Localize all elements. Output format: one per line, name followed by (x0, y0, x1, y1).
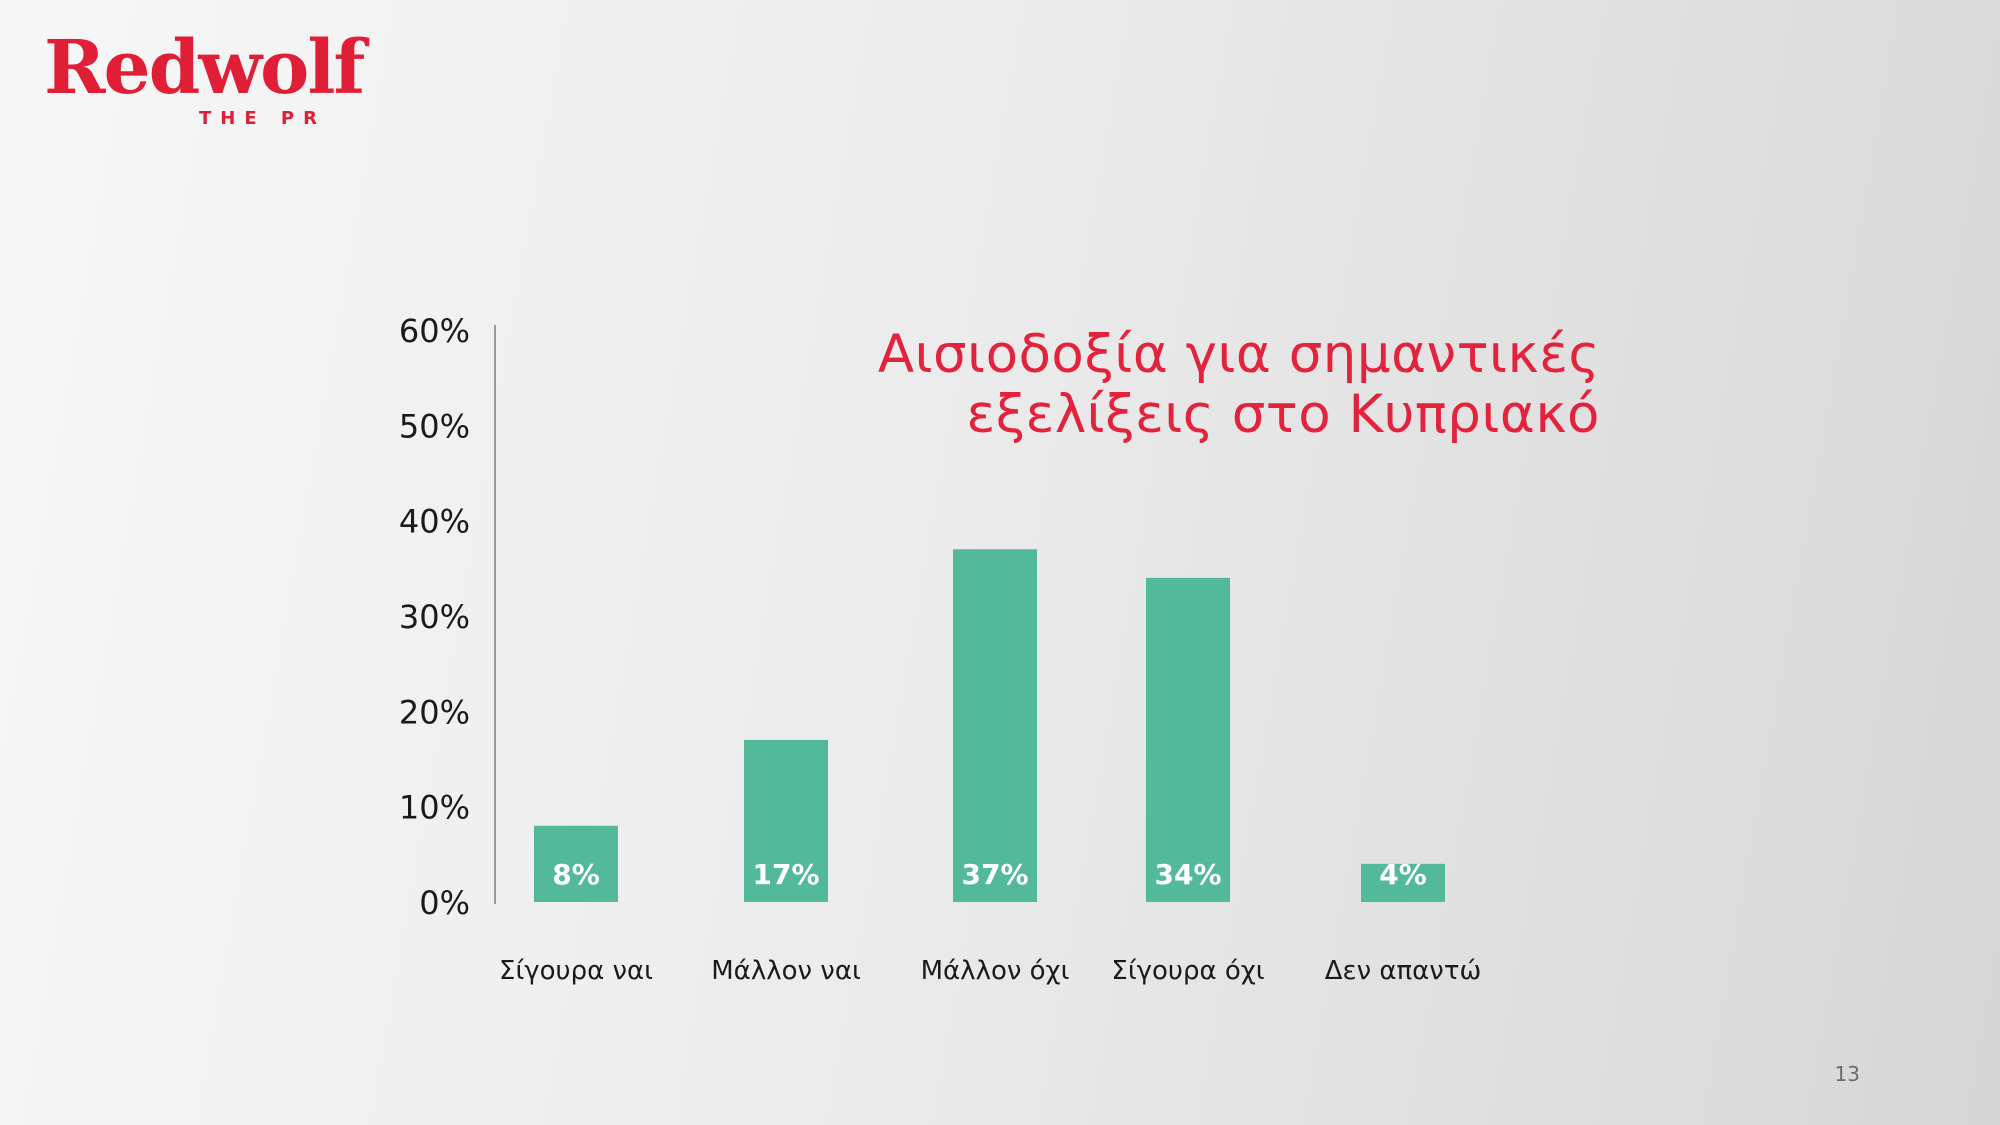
x-category-label: Σίγουρα ναι (499, 956, 653, 986)
bar (1146, 577, 1230, 902)
bar (1361, 863, 1445, 902)
y-tick-label: 10% (399, 789, 470, 827)
bar (953, 549, 1037, 902)
x-category-label: Μάλλον ναι (711, 956, 861, 986)
y-tick-label: 0% (419, 884, 470, 922)
logo-wordmark: Redwolf (44, 25, 365, 111)
bar-data-label: 8% (552, 858, 600, 891)
logo-tagline: THE PR (199, 108, 326, 129)
x-category-label: Σίγουρα όχι (1111, 956, 1264, 986)
page-number: 13 (1834, 1062, 1860, 1086)
redwolf-logo: Redwolf THE PR (44, 22, 365, 132)
bar (744, 739, 828, 902)
y-tick-label: 30% (399, 598, 470, 636)
y-tick-label: 40% (399, 503, 470, 541)
y-tick-label: 60% (399, 312, 470, 350)
y-tick-label: 20% (399, 693, 470, 731)
bar-data-label: 4% (1379, 858, 1427, 891)
y-tick-label: 50% (399, 407, 470, 445)
bar-data-label: 17% (752, 858, 819, 891)
chart-title-line-2: εξελίξεις στο Κυπριακό (966, 384, 1600, 445)
bar-data-label: 34% (1154, 858, 1221, 891)
chart-title-line-1: Αισιοδοξία για σημαντικές (877, 324, 1600, 385)
bar (534, 825, 618, 902)
x-category-label: Μάλλον όχι (921, 956, 1070, 986)
bar-data-label: 37% (961, 858, 1028, 891)
x-category-label: Δεν απαντώ (1325, 956, 1482, 986)
chart-title: Αισιοδοξία για σημαντικές εξελίξεις στο … (700, 325, 1600, 445)
